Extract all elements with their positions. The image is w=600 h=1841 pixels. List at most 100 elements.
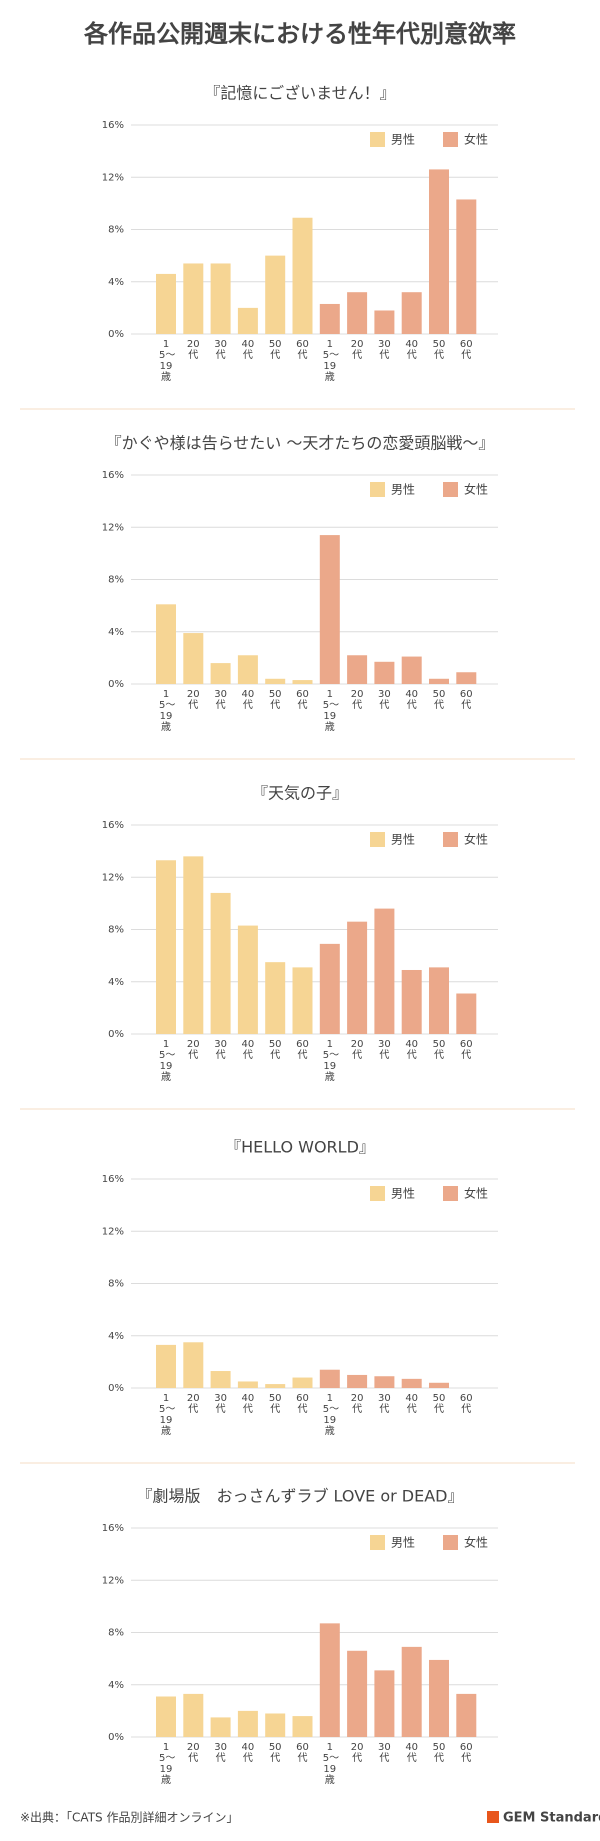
y-tick-label: 4%: [108, 1680, 124, 1691]
x-tick-label: 60代: [459, 339, 473, 361]
x-tick-label: 60代: [459, 1393, 473, 1415]
y-tick-label: 8%: [108, 1279, 124, 1290]
y-tick-label: 4%: [108, 1331, 124, 1342]
chart-title: 『劇場版 おっさんずラブ LOVE or DEAD』: [136, 1487, 463, 1506]
x-tick-label: 40代: [241, 339, 255, 361]
bar: [183, 633, 204, 684]
y-tick-label: 8%: [108, 925, 124, 936]
x-tick-label: 30代: [214, 1742, 227, 1764]
x-tick-label: 15〜19歳: [322, 1393, 340, 1437]
x-tick-label: 20代: [186, 689, 200, 711]
legend-swatch: [443, 1186, 458, 1201]
x-tick-label: 40代: [405, 1039, 419, 1061]
y-tick-label: 8%: [108, 575, 124, 586]
x-tick-label: 30代: [378, 1039, 391, 1061]
legend-swatch: [370, 1186, 385, 1201]
bar: [401, 1646, 422, 1737]
bar: [156, 604, 176, 684]
bar: [374, 1376, 395, 1388]
x-tick-label: 15〜19歳: [159, 1393, 176, 1437]
x-tick-label: 30代: [214, 689, 227, 711]
bar: [210, 263, 231, 334]
y-tick-label: 0%: [108, 329, 124, 340]
bar: [347, 921, 368, 1034]
bar: [347, 292, 368, 334]
bar: [319, 943, 340, 1034]
x-tick-label: 50代: [268, 339, 282, 361]
x-tick-label: 30代: [214, 339, 227, 361]
bar: [401, 969, 422, 1034]
x-tick-label: 15〜19歳: [159, 339, 176, 383]
bar: [347, 655, 368, 684]
y-tick-label: 4%: [108, 977, 124, 988]
legend-label: 男性: [391, 133, 415, 147]
legend-swatch: [370, 1535, 385, 1550]
bar: [265, 678, 286, 684]
y-tick-label: 16%: [102, 1174, 124, 1185]
x-tick-label: 15〜19歳: [322, 689, 340, 733]
x-tick-label: 30代: [378, 689, 391, 711]
legend-swatch: [370, 482, 385, 497]
bar: [292, 680, 313, 684]
y-tick-label: 0%: [108, 679, 124, 690]
x-tick-label: 20代: [350, 1742, 364, 1764]
legend-label: 女性: [464, 1186, 488, 1201]
bar: [429, 1659, 449, 1737]
legend-swatch: [443, 482, 458, 497]
bar: [292, 217, 313, 334]
x-tick-label: 60代: [459, 1742, 473, 1764]
bar: [319, 535, 340, 684]
x-tick-label: 20代: [186, 339, 200, 361]
x-tick-label: 60代: [296, 1393, 309, 1415]
x-tick-label: 20代: [350, 1393, 364, 1415]
bar: [292, 1377, 313, 1388]
bar: [429, 967, 449, 1034]
x-tick-label: 15〜19歳: [159, 1039, 176, 1083]
y-tick-label: 12%: [102, 872, 124, 883]
y-tick-label: 0%: [108, 1383, 124, 1394]
y-tick-label: 4%: [108, 627, 124, 638]
x-tick-label: 60代: [296, 339, 309, 361]
bar: [374, 661, 395, 684]
x-tick-label: 50代: [268, 1039, 282, 1061]
bar: [210, 1371, 231, 1388]
x-tick-label: 50代: [432, 1039, 446, 1061]
legend-swatch: [443, 1535, 458, 1550]
bar: [401, 656, 422, 684]
x-tick-label: 20代: [350, 339, 364, 361]
bar: [401, 1378, 422, 1388]
legend-label: 女性: [464, 1535, 488, 1550]
bar: [292, 967, 313, 1034]
bar: [319, 1623, 340, 1737]
page-title: 各作品公開週末における性年代別意欲率: [83, 20, 516, 48]
x-tick-label: 40代: [405, 1393, 419, 1415]
bar: [210, 663, 231, 684]
bar: [456, 993, 477, 1034]
bar: [265, 962, 286, 1034]
y-tick-label: 12%: [102, 1226, 124, 1237]
bar: [429, 1382, 449, 1388]
x-tick-label: 40代: [241, 1039, 255, 1061]
bar: [237, 307, 258, 334]
bar: [374, 1670, 395, 1737]
legend-swatch: [370, 132, 385, 147]
x-tick-label: 30代: [214, 1039, 227, 1061]
bar: [237, 1381, 258, 1388]
bar: [183, 856, 204, 1034]
bar: [374, 310, 395, 334]
y-tick-label: 8%: [108, 1628, 124, 1639]
y-tick-label: 16%: [102, 1523, 124, 1534]
x-tick-label: 60代: [459, 689, 473, 711]
chart-title: 『記憶にございません！』: [204, 84, 395, 103]
x-tick-label: 15〜19歳: [159, 689, 176, 733]
bar: [156, 273, 176, 334]
x-tick-label: 30代: [378, 339, 391, 361]
bar: [156, 1696, 176, 1737]
bar: [265, 1384, 286, 1388]
x-tick-label: 40代: [241, 689, 255, 711]
legend-swatch: [443, 832, 458, 847]
x-tick-label: 60代: [296, 1039, 309, 1061]
bar: [210, 892, 231, 1034]
bar: [265, 255, 286, 334]
